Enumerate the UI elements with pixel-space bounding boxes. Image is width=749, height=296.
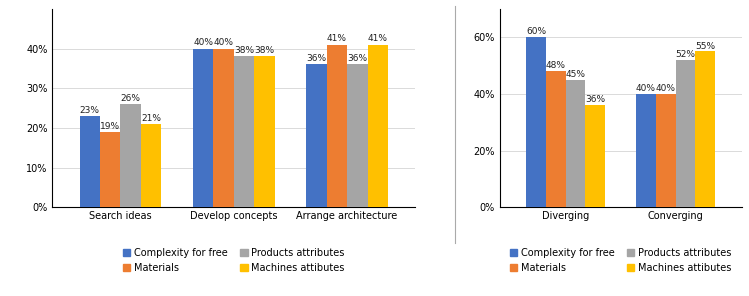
Bar [100, 132, 121, 207]
Text: 41%: 41% [368, 34, 388, 44]
Bar [546, 71, 565, 207]
Bar [234, 57, 254, 207]
Bar [526, 37, 546, 207]
Bar [347, 65, 368, 207]
Bar [254, 57, 275, 207]
Bar [193, 49, 213, 207]
Bar [586, 105, 605, 207]
Text: 19%: 19% [100, 122, 121, 131]
Text: 41%: 41% [327, 34, 347, 44]
Text: 36%: 36% [306, 54, 327, 63]
Text: 55%: 55% [695, 41, 715, 51]
Text: 40%: 40% [193, 38, 213, 47]
Text: 45%: 45% [565, 70, 586, 79]
Text: 40%: 40% [636, 84, 656, 93]
Bar [368, 45, 388, 207]
Bar [636, 94, 656, 207]
Text: 38%: 38% [255, 46, 274, 55]
Bar [656, 94, 676, 207]
Text: 36%: 36% [348, 54, 367, 63]
Bar [141, 124, 161, 207]
Bar [565, 80, 586, 207]
Text: 60%: 60% [526, 27, 546, 36]
Text: 40%: 40% [213, 38, 234, 47]
Bar [121, 104, 141, 207]
Bar [306, 65, 327, 207]
Text: 48%: 48% [546, 61, 565, 70]
Text: 26%: 26% [121, 94, 141, 103]
Text: 52%: 52% [676, 50, 696, 59]
Legend: Complexity for free, Materials, Products attributes, Machines attibutes: Complexity for free, Materials, Products… [123, 248, 345, 273]
Bar [213, 49, 234, 207]
Bar [676, 60, 695, 207]
Bar [79, 116, 100, 207]
Text: 38%: 38% [234, 46, 254, 55]
Bar [695, 52, 715, 207]
Legend: Complexity for free, Materials, Products attributes, Machines attibutes: Complexity for free, Materials, Products… [509, 248, 732, 273]
Text: 40%: 40% [655, 84, 676, 93]
Bar [327, 45, 347, 207]
Text: 21%: 21% [141, 114, 161, 123]
Text: 23%: 23% [80, 106, 100, 115]
Text: 36%: 36% [585, 95, 605, 104]
